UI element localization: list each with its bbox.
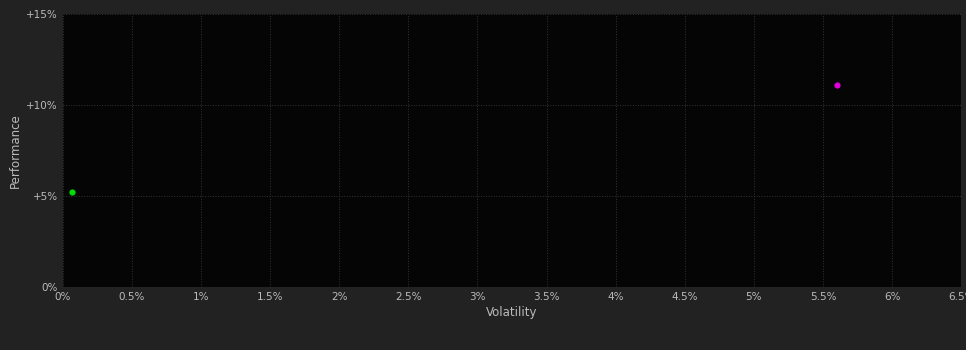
X-axis label: Volatility: Volatility (486, 306, 538, 319)
Y-axis label: Performance: Performance (9, 113, 22, 188)
Point (65, 190, 80, 195)
Point (829, 82, 844, 88)
